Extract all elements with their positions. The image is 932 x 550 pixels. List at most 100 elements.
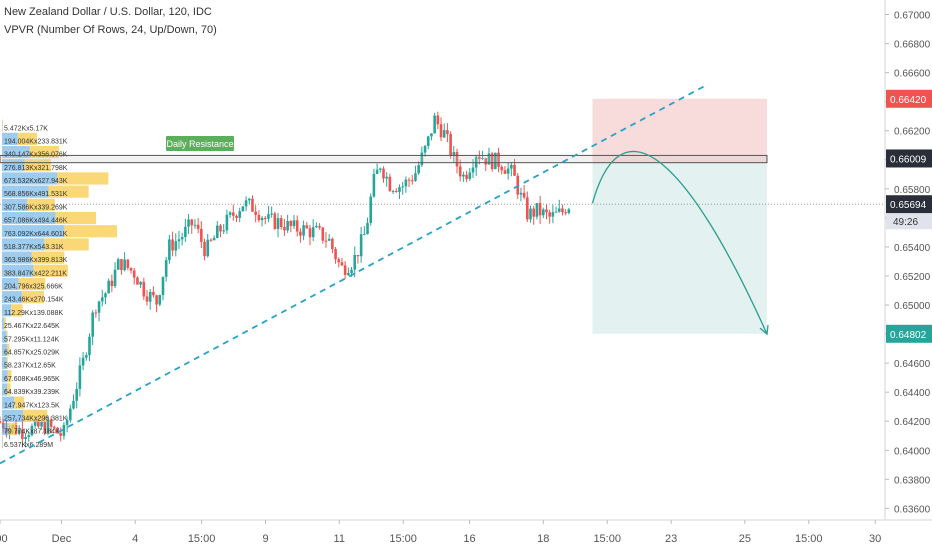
x-tick-label: 15:00 [188, 533, 216, 545]
candle-body [40, 421, 43, 427]
candle-body [462, 174, 465, 177]
vp-up-bar [2, 436, 3, 449]
candle-body [350, 269, 353, 274]
candle-body [49, 420, 53, 427]
vp-up-bar [2, 291, 22, 304]
vp-down-bar [17, 132, 37, 145]
candle-body [273, 213, 277, 229]
vp-down-bar [14, 396, 25, 409]
candle-body [139, 281, 142, 285]
candle-body [100, 297, 104, 302]
x-tick-label: 9 [262, 533, 268, 545]
candle-body [372, 173, 376, 197]
candle-body [510, 164, 513, 169]
candle-body [196, 224, 200, 229]
vp-up-bar [2, 396, 15, 409]
candle-body [263, 217, 267, 219]
vp-down-bar [55, 211, 97, 225]
candle-body [513, 164, 516, 176]
candle-body [398, 187, 401, 192]
candle-body [174, 241, 178, 251]
candle-body [235, 215, 238, 218]
price-axis: 0.670000.668000.666000.664000.662000.660… [884, 0, 932, 520]
candle-body [554, 211, 558, 213]
candle-body [222, 230, 226, 232]
x-tick-label: 15:00 [593, 533, 621, 545]
candle-body [433, 115, 436, 134]
candle-body [164, 260, 168, 277]
candle-body [123, 259, 126, 271]
price-label-box [886, 324, 932, 343]
vp-down-bar [6, 357, 8, 370]
candle-body [299, 231, 302, 236]
candle-body [430, 133, 433, 137]
candle-body [203, 241, 206, 257]
candle-body [567, 209, 571, 214]
take-profit-zone [592, 162, 767, 334]
candle-body [168, 239, 171, 261]
vp-up-bar [2, 211, 56, 225]
candle-body [251, 198, 254, 212]
candle-body [91, 312, 94, 337]
y-tick-label: 0.66800 [894, 40, 931, 51]
y-tick-label: 0.67000 [894, 11, 931, 22]
candle-body [347, 273, 350, 275]
candle-body [27, 435, 31, 438]
vp-up-bar [2, 330, 7, 343]
x-tick-label: 23 [665, 533, 677, 545]
candle-body [385, 176, 388, 179]
candle-body [21, 429, 24, 440]
vp-down-bar [4, 317, 6, 330]
candle-body [161, 276, 165, 296]
x-tick-label: 11 [334, 533, 345, 545]
candle-body [369, 196, 373, 223]
candle-body [200, 228, 203, 242]
symbol-title: New Zealand Dollar / U.S. Dollar, 120, I… [4, 6, 212, 18]
candle-body [414, 173, 417, 181]
vp-row-label: 147.947Kx123.5K [4, 402, 60, 409]
candle-body [216, 225, 219, 238]
x-tick-label: 30 [869, 533, 881, 545]
vp-up-bar [2, 422, 9, 436]
candle-body [228, 212, 232, 215]
countdown-box [886, 213, 932, 230]
vp-row-label: 763.092Kx644.601K [4, 231, 68, 238]
candle-body [219, 225, 222, 232]
vp-down-bar [7, 343, 10, 357]
candle-body [260, 217, 264, 221]
vp-up-bar [2, 198, 28, 211]
vp-down-bar [48, 185, 89, 198]
candle-body [391, 191, 395, 193]
candle-body [436, 115, 440, 125]
vp-up-bar [2, 277, 19, 291]
candle-body [490, 153, 494, 170]
candle-body [449, 134, 452, 156]
y-tick-label: 0.66600 [894, 69, 931, 80]
vp-down-bar [31, 251, 65, 264]
candle-body [142, 281, 146, 297]
candle-body [62, 424, 66, 436]
candle-body [238, 211, 241, 218]
candle-body [43, 421, 47, 434]
vp-down-bar [57, 172, 109, 185]
candle-body [458, 166, 462, 177]
candle-body [446, 130, 449, 135]
vp-up-bar [2, 409, 24, 422]
candle-body [110, 280, 114, 287]
candle-body [257, 214, 261, 221]
candle-body [305, 225, 309, 229]
candle-body [519, 192, 523, 195]
vp-down-bar [6, 330, 8, 343]
price-label: 0.66009 [890, 154, 927, 165]
x-tick-label: 4 [132, 533, 138, 545]
vp-up-bar [2, 185, 49, 198]
x-tick-label: 15:00 [389, 533, 417, 545]
candle-body [72, 400, 75, 409]
candle-body [407, 179, 411, 181]
vp-row-label: 243.46Kx270.154K [4, 297, 64, 304]
candle-body [359, 234, 363, 257]
vp-row-label: 194.004Kx233.831K [4, 138, 68, 145]
candle-body [276, 218, 280, 229]
candle-body [324, 240, 328, 242]
